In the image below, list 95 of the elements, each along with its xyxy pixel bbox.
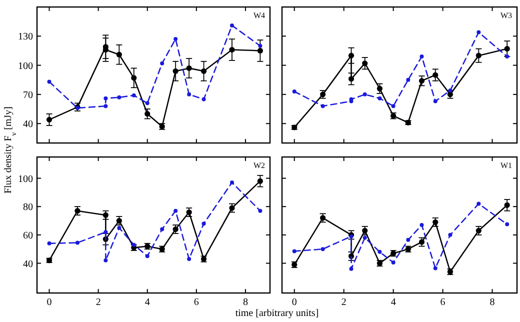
point	[418, 239, 425, 245]
point	[132, 93, 136, 98]
x-tick-label: 8	[242, 297, 248, 308]
point	[476, 202, 481, 206]
x-tick-label: 0	[46, 297, 52, 308]
point	[187, 257, 192, 261]
x-tick-label: 8	[490, 297, 495, 308]
point	[257, 178, 263, 184]
point	[75, 240, 80, 245]
point	[174, 37, 178, 42]
y-tick-label: 40	[23, 119, 33, 130]
point	[320, 247, 325, 252]
x-tick-label: 4	[390, 297, 396, 308]
point	[104, 258, 108, 262]
point	[145, 101, 150, 106]
x-tick-label: 2	[341, 297, 346, 308]
point	[418, 78, 425, 84]
point	[104, 96, 108, 100]
point	[116, 52, 122, 58]
text: W1	[500, 161, 512, 170]
point	[320, 215, 326, 221]
point	[47, 241, 52, 246]
y-tick-label: 40	[23, 258, 33, 270]
point	[433, 99, 438, 104]
point	[432, 72, 438, 78]
point	[160, 227, 164, 232]
point	[391, 260, 396, 265]
point	[362, 60, 368, 66]
point	[362, 92, 367, 96]
point	[117, 95, 122, 100]
point	[131, 75, 137, 81]
point	[202, 97, 206, 102]
point	[47, 80, 52, 84]
point	[504, 46, 510, 52]
y-tick-label: 60	[23, 230, 33, 242]
point	[378, 250, 382, 254]
x-tick-label: 0	[292, 297, 297, 308]
text: W3	[500, 11, 512, 20]
x-tick-label: 4	[144, 297, 150, 308]
text: W4	[253, 11, 265, 20]
point	[376, 86, 383, 92]
point	[432, 219, 438, 225]
point	[348, 52, 354, 58]
point	[104, 230, 108, 234]
point	[420, 223, 424, 227]
point	[476, 52, 482, 58]
point	[362, 236, 367, 240]
point	[476, 228, 482, 234]
x-tick-label: 2	[96, 297, 101, 308]
x-tick-label: 6	[440, 297, 446, 308]
point	[448, 232, 452, 237]
point	[230, 23, 234, 28]
point	[186, 65, 192, 71]
point	[174, 208, 178, 213]
point	[202, 222, 206, 226]
x-axis-title: time [arbitrary units]	[235, 308, 319, 319]
point	[117, 226, 122, 230]
y-tick-label: 100	[18, 60, 33, 72]
point	[476, 30, 481, 34]
point	[420, 54, 424, 59]
point	[292, 90, 296, 94]
point	[257, 48, 263, 54]
point	[187, 92, 192, 96]
point	[46, 116, 52, 122]
point	[74, 208, 80, 214]
point	[200, 68, 207, 74]
point	[144, 111, 150, 117]
point	[505, 222, 510, 226]
point	[102, 212, 108, 218]
text: W2	[253, 161, 265, 170]
point	[172, 68, 178, 74]
point	[362, 228, 368, 234]
point	[229, 46, 235, 53]
point	[406, 238, 410, 242]
point	[230, 180, 234, 184]
point	[229, 205, 235, 211]
point	[504, 202, 510, 208]
point	[348, 76, 354, 82]
y-tick-label: 130	[18, 32, 33, 43]
point	[160, 61, 164, 66]
y-tick-label: 80	[23, 202, 33, 214]
point	[406, 78, 410, 82]
y-tick-label: 100	[18, 174, 33, 185]
point	[258, 208, 262, 213]
point	[292, 249, 296, 254]
point	[145, 254, 150, 258]
y-tick-label: 70	[23, 90, 33, 101]
point	[104, 104, 108, 108]
point	[258, 44, 262, 48]
point	[433, 266, 438, 270]
x-tick-label: 6	[194, 297, 199, 308]
point	[391, 104, 396, 108]
point	[349, 266, 354, 271]
point	[378, 96, 382, 100]
point	[320, 104, 325, 108]
